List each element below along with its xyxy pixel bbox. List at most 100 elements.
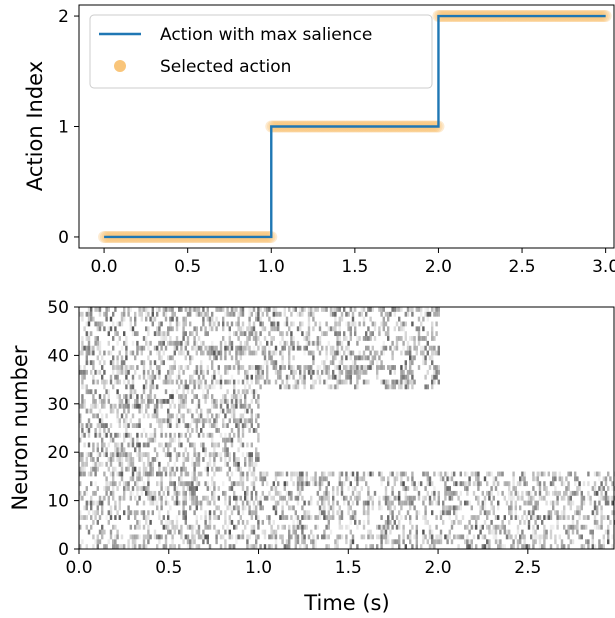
spike-mark: [230, 437, 234, 443]
spike-mark: [393, 476, 396, 482]
spike-mark: [103, 452, 106, 458]
spike-mark: [420, 307, 423, 312]
spike-mark: [171, 471, 174, 477]
spike-mark: [208, 384, 212, 390]
spike-mark: [114, 331, 117, 337]
spike-mark: [138, 476, 141, 482]
spike-mark: [182, 490, 185, 496]
spike-mark: [393, 307, 396, 312]
spike-mark: [219, 432, 223, 438]
spike-mark: [118, 418, 121, 424]
spike-mark: [162, 447, 165, 453]
spike-mark: [312, 307, 315, 312]
spike-mark: [334, 316, 337, 322]
spike-mark: [310, 515, 313, 520]
spike-mark: [241, 389, 245, 395]
spike-mark: [521, 515, 524, 520]
spike-mark: [87, 331, 91, 337]
spike-mark: [358, 476, 361, 482]
spike-mark: [151, 437, 154, 443]
spike-mark: [241, 481, 245, 487]
spike-mark: [81, 452, 84, 458]
spike-mark: [186, 534, 190, 540]
spike-mark: [439, 510, 443, 516]
spike-mark: [310, 311, 313, 317]
spike-mark: [382, 345, 385, 351]
spike-mark: [563, 495, 566, 501]
spike-mark: [488, 539, 491, 545]
spike-mark: [307, 326, 311, 332]
spike-mark: [79, 452, 82, 458]
spike-mark: [285, 500, 289, 506]
spike-mark: [167, 442, 170, 448]
spike-mark: [85, 515, 88, 520]
spike-mark: [453, 505, 456, 511]
spike-mark: [270, 495, 273, 501]
spike-mark: [332, 355, 335, 361]
spike-mark: [263, 529, 267, 535]
spike-mark: [464, 481, 467, 487]
spike-mark: [356, 369, 359, 375]
spike-mark: [448, 529, 451, 535]
spike-mark: [593, 486, 597, 491]
spike-mark: [160, 486, 163, 491]
spike-mark: [103, 442, 106, 448]
spike-mark: [125, 340, 128, 346]
spike-mark: [431, 384, 434, 390]
spike-mark: [215, 307, 218, 312]
spike-mark: [228, 336, 231, 341]
spike-mark: [371, 365, 374, 370]
spike-mark: [219, 379, 223, 385]
spike-mark: [391, 471, 394, 477]
spike-mark: [367, 534, 370, 540]
spike-mark: [283, 311, 286, 317]
spike-mark: [79, 466, 82, 472]
spike-mark: [266, 515, 269, 520]
spike-mark: [301, 321, 304, 327]
spike-mark: [268, 534, 271, 540]
spike-mark: [131, 384, 135, 390]
spike-mark: [365, 355, 368, 361]
spike-mark: [450, 505, 454, 511]
spike-mark: [268, 307, 271, 312]
spike-mark: [140, 408, 143, 414]
spike-mark: [325, 307, 328, 312]
spike-mark: [180, 442, 183, 448]
spike-mark: [400, 350, 403, 356]
spike-mark: [600, 510, 603, 516]
spike-mark: [224, 515, 227, 520]
spike-mark: [569, 539, 572, 545]
spike-mark: [184, 365, 187, 370]
spike-mark: [345, 534, 348, 540]
spike-mark: [189, 490, 192, 496]
spike-mark: [384, 539, 388, 545]
spike-mark: [593, 524, 597, 530]
spike-mark: [248, 365, 251, 370]
spike-mark: [94, 515, 97, 520]
spike-mark: [259, 495, 262, 501]
spike-mark: [299, 345, 302, 351]
spike-mark: [488, 524, 491, 530]
spike-mark: [347, 340, 350, 346]
spike-mark: [230, 505, 234, 511]
spike-mark: [244, 384, 247, 390]
spike-mark: [90, 331, 93, 337]
spike-mark: [160, 534, 163, 540]
spike-mark: [103, 379, 106, 385]
spike-mark: [409, 534, 412, 540]
spike-mark: [578, 515, 581, 520]
spike-mark: [151, 413, 154, 419]
spike-mark: [211, 340, 214, 346]
spike-mark: [448, 495, 451, 501]
spike-mark: [536, 476, 539, 482]
spike-mark: [279, 384, 282, 390]
spike-mark: [147, 437, 150, 443]
spike-mark: [541, 495, 544, 501]
spike-mark: [145, 408, 148, 414]
spike-mark: [171, 340, 174, 346]
spike-mark: [351, 321, 355, 327]
spike-mark: [347, 326, 350, 332]
spike-mark: [367, 345, 370, 351]
spike-mark: [189, 307, 192, 312]
spike-mark: [486, 539, 489, 545]
